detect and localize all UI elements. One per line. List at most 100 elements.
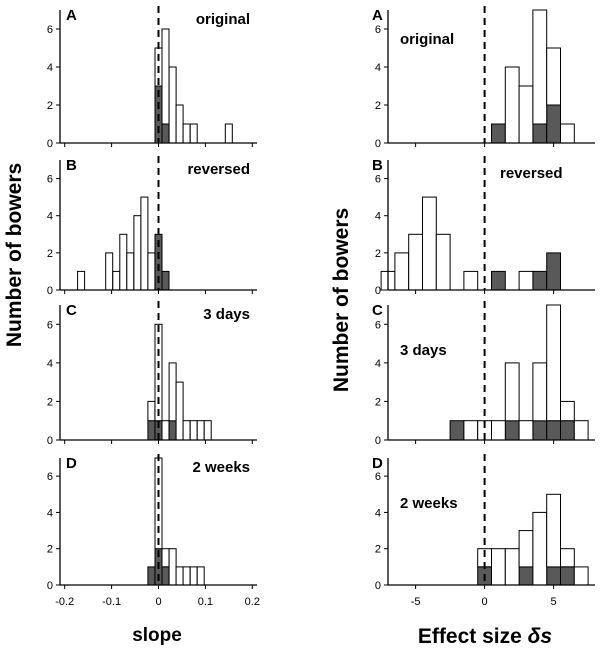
left-panel-d-condition-label: 2 weeks bbox=[192, 459, 250, 476]
right-panel-b-y-tick-label: 2 bbox=[375, 248, 381, 260]
right-panel-d-bar-light bbox=[573, 566, 589, 586]
left-panel-b-bar-light bbox=[126, 252, 135, 291]
left-panel-c-bar-light bbox=[161, 420, 170, 441]
left-panel-b-bar-light bbox=[112, 270, 121, 291]
right-panel-b-bar-light bbox=[435, 233, 451, 291]
left-panel-d-bar-dark bbox=[147, 566, 156, 586]
left-panel-b-bar-light bbox=[77, 270, 86, 291]
right-panel-b-y-tick-label: 4 bbox=[375, 211, 381, 223]
left-panel-b-bar-light bbox=[105, 252, 114, 291]
right-panel-a-letter: A bbox=[372, 7, 383, 24]
right-panel-d: 0 2 4 6 -5 0 5 D 2 weeks bbox=[372, 454, 595, 608]
right-panel-a-bar-light bbox=[532, 9, 548, 125]
left-panel-d-x-tick-label: 0.2 bbox=[245, 596, 260, 608]
right-panel-b-bar-light bbox=[394, 252, 410, 291]
right-panel-c-y-tick-label: 2 bbox=[375, 396, 381, 408]
left-panel-d-y-tick-label: 0 bbox=[47, 580, 53, 592]
right-panel-d-letter: D bbox=[372, 455, 383, 472]
left-panel-d-bar-light bbox=[161, 548, 170, 568]
right-panel-c: 0 2 4 6C 3 days bbox=[372, 301, 595, 447]
right-x-axis-label: Effect size δs bbox=[418, 625, 552, 648]
right-panel-d-bar-dark bbox=[546, 566, 562, 586]
left-panel-a-y-tick-label: 0 bbox=[47, 138, 53, 150]
right-panel-c-bar-dark bbox=[504, 420, 520, 441]
left-panel-b-bar-dark bbox=[161, 270, 170, 291]
right-panel-d-bar-light bbox=[546, 493, 562, 568]
right-panel-c-bar-light bbox=[573, 420, 589, 441]
right-panel-c-bar-light bbox=[560, 400, 575, 422]
left-panel-c-letter: C bbox=[66, 302, 77, 319]
left-panel-c-bar-light bbox=[182, 420, 191, 441]
right-panel-b-bar-dark bbox=[532, 270, 548, 291]
right-panel-a-bar-light bbox=[546, 47, 562, 106]
right-panel-c-letter: C bbox=[372, 302, 383, 319]
right-panel-a-condition-label: original bbox=[400, 31, 454, 48]
right-panel-c-bar-light bbox=[518, 420, 534, 441]
left-panel-d-x-tick-label: 0.1 bbox=[198, 596, 213, 608]
left-panel-a-bar-light bbox=[168, 66, 177, 144]
right-y-axis-label: Number of bowers bbox=[330, 208, 353, 392]
right-panel-d-condition-label: 2 weeks bbox=[400, 495, 458, 512]
left-panel-c-bar-light bbox=[175, 381, 184, 441]
left-panel-b-condition-label: reversed bbox=[187, 161, 250, 178]
right-panel-d-bar-dark bbox=[560, 566, 575, 586]
left-y-axis-label: Number of bowers bbox=[3, 163, 26, 347]
right-panel-d-bar-light bbox=[504, 548, 520, 586]
left-panel-c-bar-light bbox=[147, 400, 156, 422]
right-panel-c-y-tick-label: 0 bbox=[375, 435, 381, 447]
right-panel-d-bar-light bbox=[518, 530, 534, 568]
left-panel-b-bar-light bbox=[147, 252, 156, 291]
left-panel-b: 0 2 4 6 B reversed bbox=[47, 156, 257, 297]
left-panel-c-bar-light bbox=[168, 362, 177, 422]
right-panel-b-condition-label: reversed bbox=[500, 165, 563, 182]
right-panel-c-bar-dark bbox=[546, 420, 562, 441]
right-panel-d-y-tick-label: 2 bbox=[375, 544, 381, 556]
right-panel-a-y-tick-label: 2 bbox=[375, 100, 381, 112]
left-x-axis-label: slope bbox=[132, 625, 182, 646]
left-panel-b-y-tick-label: 4 bbox=[47, 211, 53, 223]
left-panel-a-y-tick-label: 6 bbox=[47, 24, 53, 36]
right-panel-d-y-tick-label: 6 bbox=[375, 471, 381, 483]
left-panel-c-y-tick-label: 0 bbox=[47, 435, 53, 447]
right-panel-c-bar-dark bbox=[449, 420, 465, 441]
left-panel-c-y-tick-label: 6 bbox=[47, 319, 53, 331]
left-panel-b-bar-light bbox=[119, 233, 128, 291]
left-panel-a: 0 2 4 6 A original bbox=[47, 6, 257, 150]
left-panel-c-y-tick-label: 2 bbox=[47, 396, 53, 408]
right-panel-b-bar-light bbox=[518, 270, 534, 291]
right-panel-a-bar-dark bbox=[491, 123, 506, 144]
right-panel-a-bar-dark bbox=[546, 104, 562, 144]
left-panel-a-bar-light bbox=[175, 104, 184, 144]
right-panel-d-bar-light bbox=[532, 511, 548, 586]
left-panel-b-bar-light bbox=[140, 196, 149, 291]
left-panel-c-bar-dark bbox=[168, 420, 177, 441]
left-panel-a-letter: A bbox=[66, 7, 77, 24]
right-panel-a-bar-light bbox=[560, 123, 575, 144]
right-x-axis-label-text: Effect size bbox=[418, 625, 528, 648]
left-panel-d-bar-light bbox=[182, 566, 191, 586]
right-panel-d-x-tick-label: -5 bbox=[411, 596, 421, 608]
left-panel-d-x-tick-label: -0.2 bbox=[55, 596, 74, 608]
delta-s-symbol: δs bbox=[528, 625, 553, 648]
right-panel-c-condition-label: 3 days bbox=[400, 342, 447, 359]
left-panel-d-bar-light bbox=[175, 566, 184, 586]
left-panel-d-bar-light bbox=[189, 566, 198, 586]
right-panel-d-bar-light bbox=[491, 548, 506, 586]
right-panel-b-bar-light bbox=[408, 233, 424, 291]
right-panel-b-y-tick-label: 6 bbox=[375, 174, 381, 186]
left-panel-b-y-tick-label: 0 bbox=[47, 285, 53, 297]
right-panel-b-bar-dark bbox=[491, 270, 506, 291]
left-panel-a-bar-light bbox=[161, 28, 170, 125]
left-panel-b-y-tick-label: 6 bbox=[47, 174, 53, 186]
left-panel-c-bar-light bbox=[196, 420, 205, 441]
right-panel-a-y-tick-label: 4 bbox=[375, 62, 381, 74]
left-panel-a-y-tick-label: 4 bbox=[47, 62, 53, 74]
left-panel-d-bar-dark bbox=[161, 566, 170, 586]
right-panel-c-bar-dark bbox=[560, 420, 575, 441]
left-panel-c: 0 2 4 6 C 3 days bbox=[47, 301, 257, 447]
right-panel-c-bar-light bbox=[546, 304, 562, 422]
right-panel-b-bar-light bbox=[463, 270, 479, 291]
right-panel-a-bar-light bbox=[504, 66, 520, 144]
